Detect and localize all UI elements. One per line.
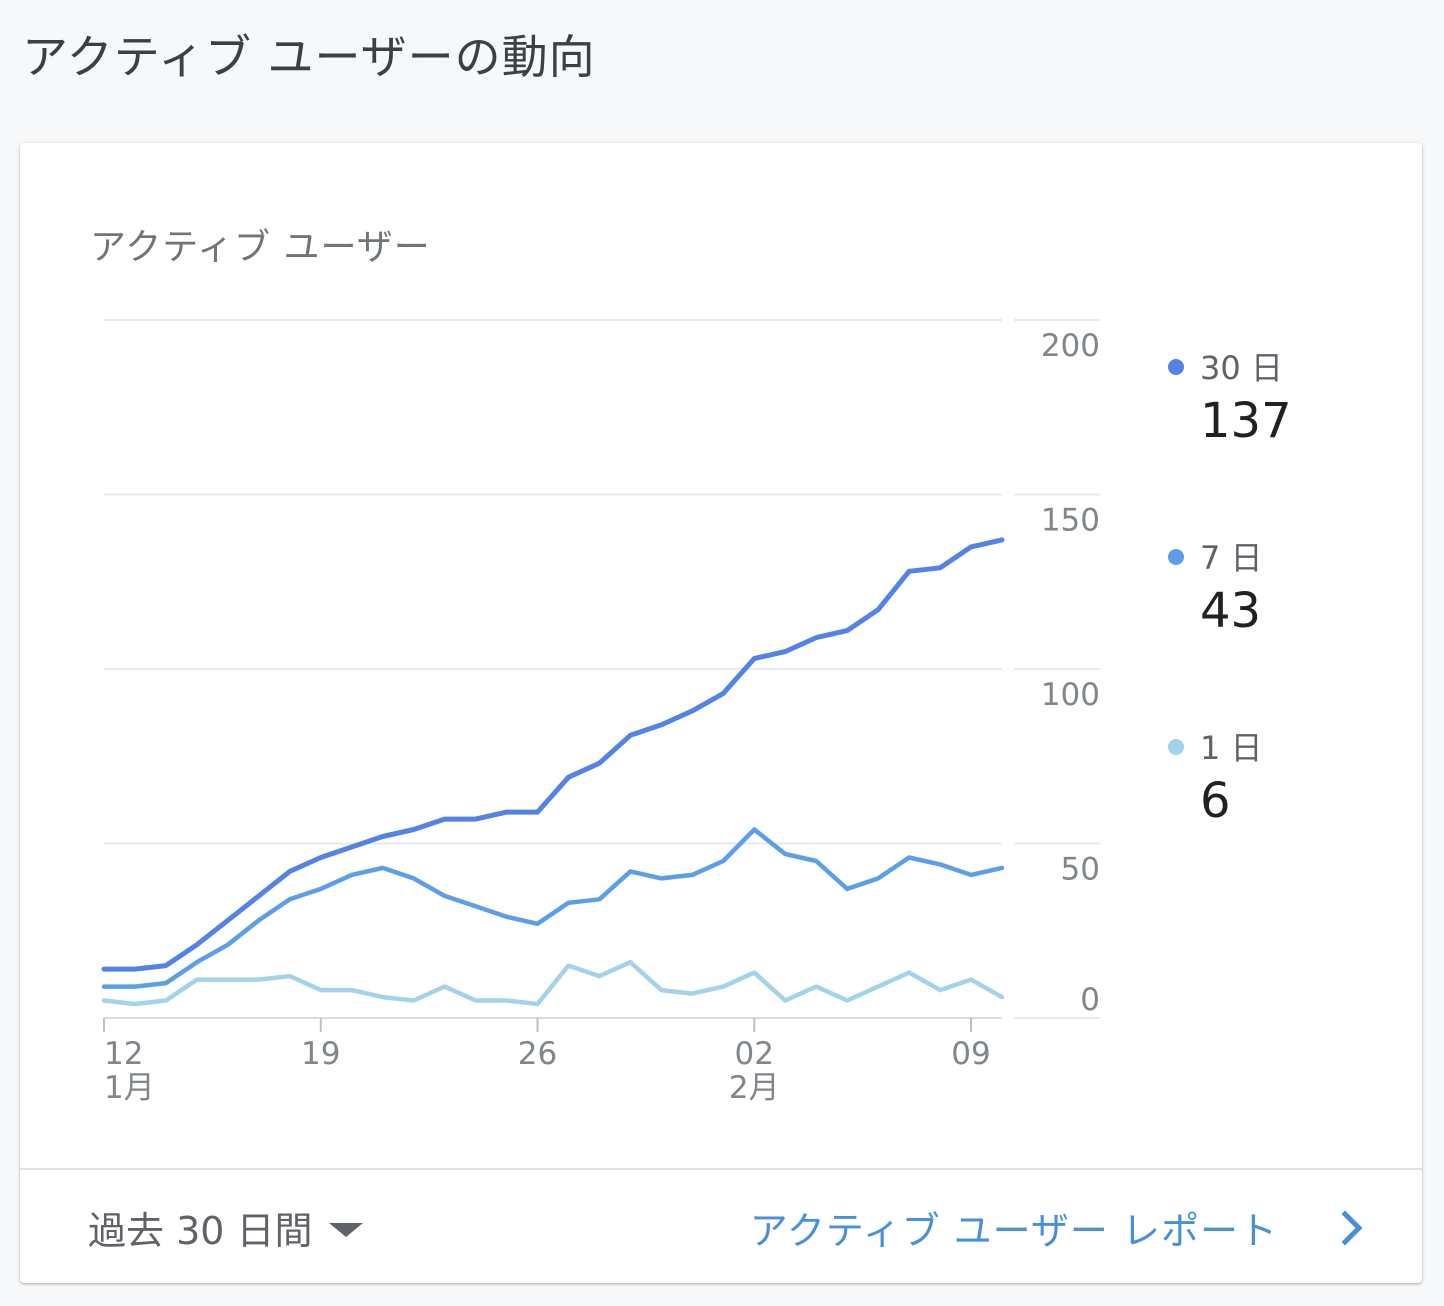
legend-dot-1-day [1168,739,1184,755]
chart-title: アクティブ ユーザー [90,227,431,268]
series-layer [101,537,1005,1007]
x-tick-sublabel-1月: 1月 [104,1070,155,1106]
legend-label-30-day: 30 日 [1200,349,1283,387]
chevron-right-icon [1341,1209,1363,1246]
legend-label-7-day: 7 日 [1200,539,1263,577]
x-tick-sublabel-2月: 2月 [729,1070,780,1106]
card-footer: 過去 30 日間 アクティブ ユーザー レポート [20,1168,1422,1285]
grid-layer [104,319,1100,1019]
series-line-30-日 [101,537,1005,972]
y-tick-label-200: 200 [1041,328,1100,364]
legend-item-30-day: 30 日 137 [1168,343,1398,483]
y-tick-label-50: 50 [1061,852,1100,888]
active-users-report-link[interactable]: アクティブ ユーザー レポート [750,1200,1372,1255]
report-link-label: アクティブ ユーザー レポート [749,1209,1278,1253]
legend-dot-7-day [1168,549,1184,565]
legend-value-1-day: 6 [1200,773,1231,829]
legend-label-1-day: 1 日 [1200,729,1263,767]
y-tick-label-100: 100 [1041,677,1100,713]
date-range-label: 過去 30 日間 [88,1209,313,1253]
legend-dot-30-day [1168,359,1184,375]
active-users-card: アクティブ ユーザー 0 50 100 150 200 12 1月 19 26 02 2月 09 30… [20,143,1422,1283]
caret-down-icon [328,1222,363,1237]
series-line-1-日 [101,959,1005,1007]
legend-value-30-day: 137 [1200,393,1292,449]
x-tick-label-19: 19 [301,1036,340,1072]
y-tick-label-0: 0 [1080,982,1100,1018]
page-title: アクティブ ユーザーの動向 [22,30,596,84]
legend-value-7-day: 43 [1200,583,1262,639]
series-line-7-日 [101,827,1005,989]
date-range-dropdown[interactable]: 過去 30 日間 [88,1200,363,1255]
legend-item-1-day: 1 日 6 [1168,723,1398,863]
x-tick-label-12: 12 [104,1036,143,1072]
legend-item-7-day: 7 日 43 [1168,533,1398,673]
x-tick-label-26: 26 [518,1036,557,1072]
y-tick-label-150: 150 [1041,503,1100,539]
x-tick-label-09: 09 [951,1036,990,1072]
x-tick-label-02: 02 [735,1036,774,1072]
